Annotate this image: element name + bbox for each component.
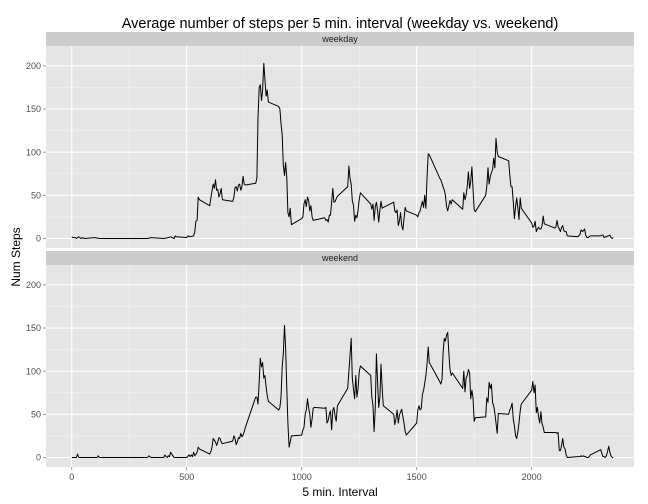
x-tick-label: 2000 — [522, 472, 542, 482]
x-tick-label: 0 — [69, 472, 74, 482]
y-tick-label: 100 — [26, 147, 41, 157]
x-tick-label: 500 — [179, 472, 194, 482]
y-tick-label: 0 — [36, 234, 41, 244]
y-tick-label: 200 — [26, 61, 41, 71]
facet-strip — [46, 32, 634, 46]
facet-strip-label: weekend — [321, 253, 358, 263]
y-tick-label: 50 — [31, 191, 41, 201]
panel-background — [46, 265, 634, 467]
panel-background — [46, 46, 634, 248]
chart-title: Average number of steps per 5 min. inter… — [122, 16, 559, 32]
x-tick-label: 1000 — [292, 472, 312, 482]
facet-strip — [46, 251, 634, 265]
y-tick-label: 100 — [26, 366, 41, 376]
y-tick-label: 150 — [26, 104, 41, 114]
facet-panel-weekday: weekday 0 50 100 150 200 — [26, 32, 634, 248]
y-tick-label: 0 — [36, 453, 41, 463]
series-line-weekday — [71, 62, 614, 239]
facet-strip-label: weekday — [321, 34, 358, 44]
y-tick-label: 50 — [31, 410, 41, 420]
x-tick-label: 1500 — [407, 472, 427, 482]
y-axis-title: Num Steps — [9, 227, 23, 286]
y-tick-label: 150 — [26, 323, 41, 333]
series-line-weekend — [71, 324, 614, 458]
y-tick-label: 200 — [26, 280, 41, 290]
x-axis-title: 5 min. Interval — [302, 485, 377, 499]
